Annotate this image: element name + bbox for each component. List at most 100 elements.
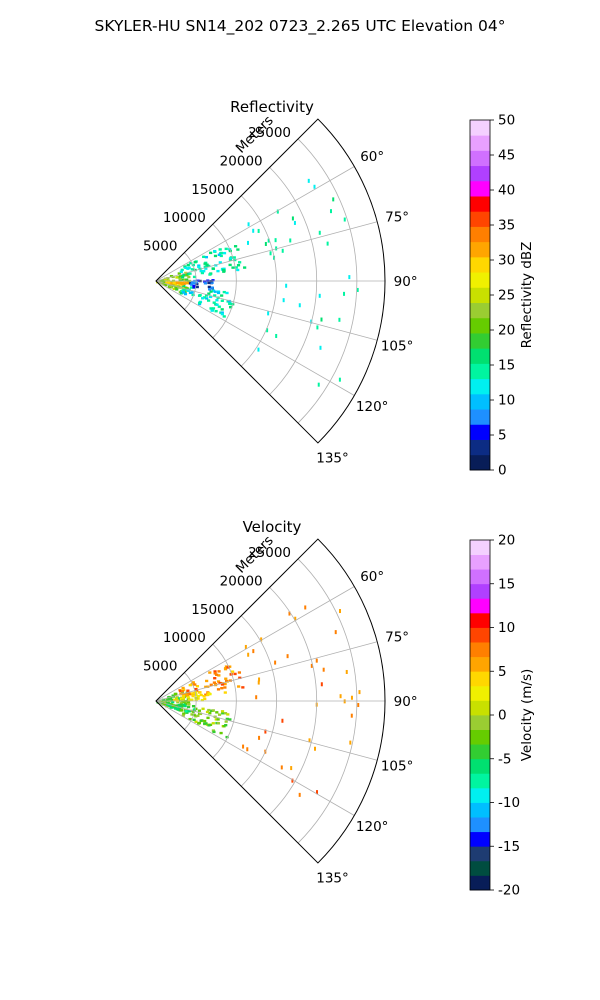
radar-cell	[207, 285, 211, 289]
radar-cell	[207, 292, 211, 295]
colorbar-swatch	[470, 612, 490, 628]
radar-cell	[192, 691, 196, 695]
radar-cell	[209, 683, 213, 687]
radar-cell	[334, 630, 337, 635]
radar-cell	[202, 269, 206, 273]
radar-cell	[190, 268, 194, 271]
radar-cell	[183, 265, 187, 268]
radar-cell	[162, 700, 166, 703]
radar-cell	[338, 377, 341, 382]
radar-cell	[220, 299, 224, 302]
radar-cell	[199, 719, 203, 722]
radar-cell	[224, 665, 229, 668]
radar-cell	[187, 266, 191, 269]
radar-cell	[195, 282, 199, 286]
range-tick-label: 15000	[191, 602, 234, 618]
radar-cell	[223, 667, 228, 671]
radar-cell	[232, 256, 236, 259]
radar-cell	[200, 698, 204, 702]
radar-cell	[178, 705, 182, 708]
radar-cell	[203, 282, 208, 285]
radar-cell	[186, 272, 190, 276]
radar-cell	[174, 707, 178, 710]
radar-cell	[179, 281, 183, 285]
radar-cell	[267, 311, 270, 316]
radar-cell	[191, 293, 195, 297]
radar-cell	[288, 611, 291, 616]
radar-cell	[216, 722, 220, 725]
radar-cell	[179, 697, 184, 701]
radar-cell	[220, 294, 224, 297]
radar-cell	[177, 272, 181, 275]
radar-cell	[215, 299, 219, 302]
radar-cell	[212, 681, 216, 684]
radar-cell	[247, 652, 250, 657]
radar-cell	[332, 197, 335, 202]
radar-cell	[316, 325, 319, 330]
radar-cell	[258, 735, 261, 740]
colorbar-tick-label: 20	[498, 533, 515, 549]
radar-cell	[322, 667, 325, 672]
radar-cell	[216, 269, 220, 273]
radar-cell	[211, 709, 215, 712]
radar-cell	[205, 264, 209, 268]
radar-cell	[225, 717, 229, 721]
radar-cell	[192, 709, 197, 712]
radar-cell	[191, 681, 195, 684]
radar-cell	[203, 280, 207, 283]
radar-cell	[190, 286, 194, 289]
radar-cell	[222, 267, 226, 271]
radar-cell	[169, 274, 174, 278]
radar-cell	[236, 264, 241, 267]
radar-cell	[175, 281, 180, 284]
radar-cell	[214, 673, 219, 676]
colorbar-swatch	[470, 656, 490, 672]
radar-cell	[192, 708, 196, 711]
colorbar-swatch	[470, 348, 490, 364]
radar-cell	[192, 284, 196, 288]
radar-cell	[184, 266, 188, 270]
radar-cell	[196, 697, 200, 700]
radar-cell	[184, 708, 188, 711]
radar-cell	[228, 301, 232, 304]
radar-cell	[192, 718, 196, 722]
azimuth-gridline	[155, 641, 378, 702]
azimuth-tick-label: 90°	[394, 274, 418, 290]
radar-cell	[188, 717, 192, 721]
radar-cell	[225, 291, 229, 295]
azimuth-tick-label: 105°	[381, 339, 414, 355]
radar-cell	[208, 712, 212, 715]
radar-cell	[349, 740, 352, 745]
radar-cell	[350, 695, 353, 700]
colorbar-label: Velocity (m/s)	[519, 669, 535, 762]
range-tick-label: 20000	[220, 573, 263, 589]
range-tick-label: 15000	[191, 182, 234, 198]
radar-cell	[246, 240, 249, 245]
radar-cell	[208, 288, 212, 291]
radar-cell	[339, 694, 342, 699]
radar-cell	[203, 697, 207, 701]
azimuth-gridline	[155, 700, 378, 761]
radar-cell	[186, 288, 190, 292]
radar-cell	[161, 283, 165, 286]
azimuth-tick-label: 135°	[316, 871, 349, 887]
radar-cell	[187, 709, 191, 713]
radar-cell	[173, 706, 177, 709]
colorbar-swatch	[470, 802, 490, 818]
colorbar-swatch	[470, 302, 490, 319]
radar-cell	[315, 658, 318, 663]
radar-cell	[182, 284, 186, 288]
radar-cell	[214, 718, 218, 721]
radar-cell	[298, 303, 301, 308]
radar-cell	[182, 274, 186, 277]
radar-cell	[310, 663, 313, 668]
colorbar-swatch	[470, 875, 490, 891]
radar-cell	[320, 682, 323, 687]
radar-cell	[220, 683, 225, 686]
radar-cell	[169, 282, 173, 285]
radar-cell	[317, 382, 320, 387]
velocity-title: Velocity	[243, 518, 302, 536]
radar-cell	[229, 673, 233, 676]
radar-cell	[307, 178, 310, 183]
colorbar-tick-label: 0	[498, 708, 507, 724]
